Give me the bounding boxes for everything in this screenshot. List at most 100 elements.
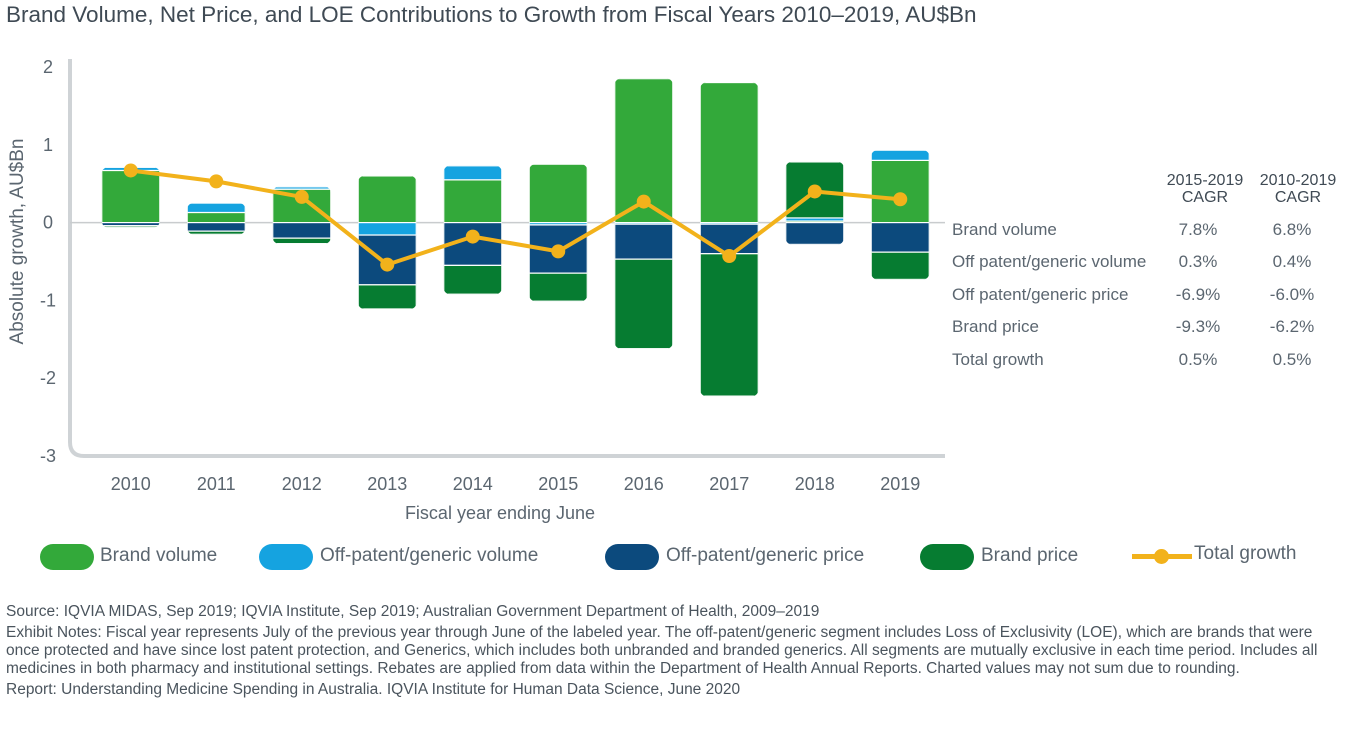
total-growth-line [130, 168, 901, 267]
x-ticks: 2010 2011 2012 2013 2014 2015 2016 2017 2018 2019 [111, 474, 921, 494]
generic-volume-swatch [259, 544, 313, 570]
y-tick-label: -3 [40, 446, 56, 466]
x-axis-label: Fiscal year ending June [405, 503, 595, 523]
bar-segments [871, 150, 930, 280]
total-growth-dot-swatch [1154, 549, 1169, 564]
total-growth-series [123, 163, 908, 272]
report-note: Report: Understanding Medicine Spending … [6, 681, 741, 698]
exhibit-notes: Exhibit Notes: Fiscal year represents Ju… [6, 624, 1318, 677]
cagr-header-2010-2019-line2: CAGR [1274, 189, 1322, 206]
bar-segment-brand-volume [529, 164, 588, 224]
cagr-header-2015-2019-line1: 2015-2019 [1166, 172, 1244, 189]
brand-volume-swatch [40, 544, 94, 570]
cagr-value-2015-2019: -9.3% [1175, 317, 1221, 336]
cagr-row-label: Off patent/generic volume [952, 252, 1147, 271]
chart-title: Brand Volume, Net Price, and LOE Contrib… [6, 2, 977, 27]
x-tick-label: 2019 [880, 474, 920, 494]
x-tick-label: 2013 [367, 474, 407, 494]
legend-label: Brand price [981, 545, 1079, 566]
bar-stack-2019 [871, 150, 930, 280]
cagr-row-label: Off patent/generic price [952, 285, 1129, 304]
bar-segment-brand-price [614, 258, 673, 349]
bar-segment-brand-price [871, 251, 930, 280]
legend: Brand volume Off-patent/generic volume O… [0, 542, 1352, 572]
bar-segment-brand-price [700, 253, 759, 397]
cagr-value-2010-2019: 0.4% [1272, 252, 1312, 271]
bar-segment-brand-volume [358, 175, 417, 224]
legend-label: Off-patent/generic price [666, 545, 865, 566]
cagr-row: Off patent/generic volume 0.3% 0.4% [952, 252, 1328, 274]
cagr-row-label: Total growth [952, 350, 1044, 369]
cagr-value-2010-2019: 0.5% [1272, 350, 1312, 369]
bar-segments [358, 175, 417, 309]
y-ticks: 2 1 0 -1 -2 -3 [40, 57, 56, 466]
x-tick-label: 2018 [795, 474, 835, 494]
bar-stack-2013 [358, 175, 417, 309]
cagr-value-2015-2019: -6.9% [1175, 285, 1221, 304]
footnotes: Source: IQVIA MIDAS, Sep 2019; IQVIA Ins… [6, 603, 1346, 702]
legend-label: Total growth [1194, 543, 1297, 564]
x-tick-label: 2011 [197, 474, 236, 494]
generic-price-swatch [605, 544, 659, 570]
x-tick-label: 2012 [282, 474, 322, 494]
bar-segment-off-patent-generic-volume [443, 165, 502, 181]
total-growth-point [893, 192, 908, 207]
cagr-value-2010-2019: -6.2% [1269, 317, 1315, 336]
y-tick-label: -1 [40, 290, 56, 310]
cagr-row: Off patent/generic price -6.9% -6.0% [952, 285, 1328, 307]
bar-segment-off-patent-generic-volume [272, 186, 331, 190]
bar-segments [785, 161, 844, 245]
cagr-header-2010-2019-line1: 2010-2019 [1259, 172, 1337, 189]
bar-segment-brand-price [358, 284, 417, 309]
bar-stack-2015 [529, 164, 588, 302]
y-tick-label: 0 [43, 213, 53, 233]
bar-segment-off-patent-generic-volume [358, 222, 417, 236]
bar-segment-brand-volume [700, 82, 759, 224]
chart-area: 210-1-2-3 2010 2011 2012 2013 2014 2015 2016 20… [7, 57, 945, 523]
cagr-header-2010-2019: 2010-2019 CAGR [1253, 172, 1343, 206]
cagr-value-2015-2019: 0.3% [1178, 252, 1218, 271]
cagr-row: Total growth 0.5% 0.5% [952, 350, 1328, 372]
bar-segment-off-patent-generic-volume [871, 150, 930, 161]
y-tick-label: -2 [40, 368, 56, 388]
bar-segment-brand-volume [871, 159, 930, 224]
bar-segment-brand-volume [187, 211, 246, 224]
bar-segment-brand-price [101, 225, 160, 228]
x-tick-label: 2010 [111, 474, 151, 494]
cagr-value-2015-2019: 0.5% [1178, 350, 1218, 369]
bar-stack-2011 [187, 203, 246, 235]
x-tick-label: 2014 [453, 474, 493, 494]
x-tick-label: 2016 [624, 474, 664, 494]
cagr-row: Brand price -9.3% -6.2% [952, 317, 1328, 339]
bar-segment-off-patent-generic-price [785, 222, 844, 245]
bar-segment-brand-price [529, 272, 588, 302]
bar-stack-2017 [700, 82, 759, 397]
cagr-header-2015-2019-line2: CAGR [1181, 189, 1229, 206]
bar-segment-off-patent-generic-price [871, 222, 930, 253]
total-growth-point [123, 163, 138, 178]
total-growth-point [294, 189, 309, 204]
bar-segments [529, 164, 588, 302]
brand-price-swatch [920, 544, 974, 570]
y-tick-label: 2 [43, 57, 53, 77]
bar-stack-2018 [785, 161, 844, 245]
total-growth-point [636, 194, 651, 209]
cagr-row: Brand volume 7.8% 6.8% [952, 220, 1328, 242]
cagr-row-label: Brand volume [952, 220, 1057, 239]
bar-segment-brand-volume [443, 179, 502, 224]
x-tick-label: 2017 [709, 474, 749, 494]
bar-segment-off-patent-generic-volume [187, 203, 246, 214]
cagr-row-label: Brand price [952, 317, 1039, 336]
cagr-value-2015-2019: 7.8% [1178, 220, 1218, 239]
total-growth-point [551, 244, 566, 259]
cagr-value-2010-2019: -6.0% [1269, 285, 1315, 304]
bar-segment-brand-volume [101, 169, 160, 224]
bar-segment-brand-price [187, 230, 246, 235]
source-note: Source: IQVIA MIDAS, Sep 2019; IQVIA Ins… [6, 603, 820, 620]
y-axis-label: Absolute growth, AU$Bn [7, 139, 28, 345]
x-tick-label: 2015 [538, 474, 578, 494]
bar-segment-brand-price [443, 264, 502, 295]
bar-segment-off-patent-generic-price [272, 222, 331, 239]
legend-label: Brand volume [100, 545, 218, 566]
bar-segments [700, 82, 759, 397]
